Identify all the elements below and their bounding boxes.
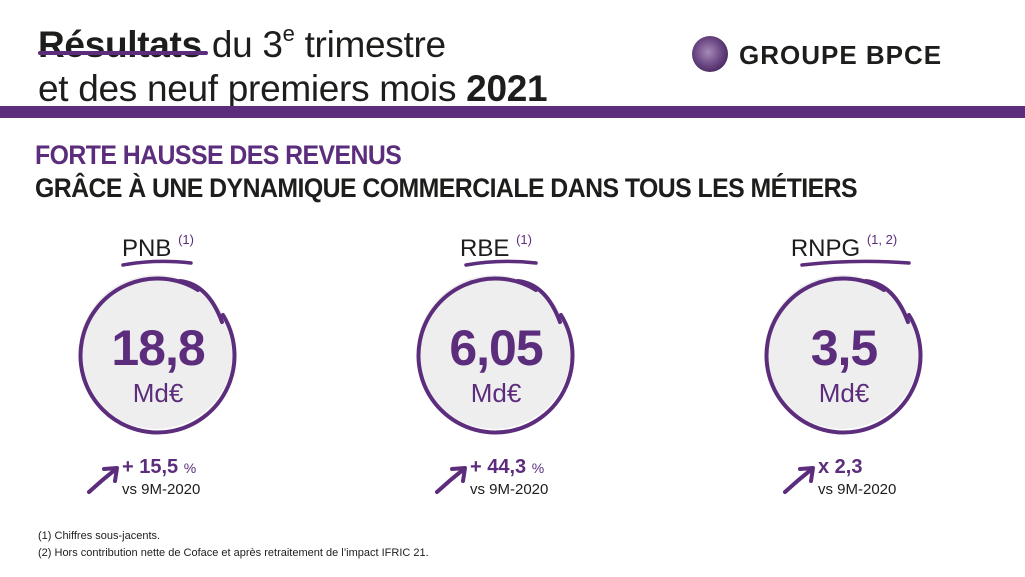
footnote-1: (1) Chiffres sous-jacents. — [38, 530, 161, 542]
growth-arrow-icon — [783, 466, 815, 494]
logo-swirl-icon — [692, 36, 728, 72]
title-line1-end: trimestre — [294, 24, 447, 65]
title-year: 2021 — [466, 68, 548, 109]
kpi-value: 6,05 — [449, 320, 543, 376]
kpi-unit: Md€ — [132, 378, 184, 408]
groupe-bpce-logo: GROUPE BPCE — [692, 36, 992, 76]
header-divider — [0, 106, 1025, 118]
title-line2: et des neuf premiers mois — [38, 68, 467, 109]
title-superscript: e — [282, 21, 295, 46]
kpi-circle-graphic — [764, 259, 923, 435]
kpi-label-text: PNB — [122, 235, 172, 262]
kpi-value: 18,8 — [111, 320, 205, 376]
kpi-comparison: vs 9M-2020 — [122, 481, 201, 498]
growth-arrow-icon — [87, 466, 119, 494]
subtitle-line1: FORTE HAUSSE DES REVENUS — [35, 140, 402, 170]
growth-arrow-icon — [435, 466, 467, 494]
kpi-footnote-ref: (1, 2) — [866, 232, 898, 247]
kpi-label-text: RBE — [460, 235, 510, 262]
kpi-rbe: RBE (1) 6,05 Md€ — [396, 232, 596, 502]
kpi-growth: x 2,3 — [818, 456, 862, 479]
kpi-value: 3,5 — [810, 320, 879, 376]
kpi-growth: + 44,3 % — [470, 456, 544, 479]
title-highlight: Résultats — [38, 24, 202, 65]
kpi-rnpg: RNPG (1, 2) 3,5 Md€ — [744, 232, 944, 502]
kpi-unit: Md€ — [818, 378, 870, 408]
kpi-footnote-ref: (1) — [178, 232, 194, 247]
kpi-label: RBE (1) — [396, 232, 596, 263]
subtitle-line2: GRÂCE À UNE DYNAMIQUE COMMERCIALE DANS T… — [35, 173, 858, 203]
growth-unit: % — [531, 460, 545, 476]
kpi-growth: + 15,5 % — [122, 456, 196, 479]
logo-text: GROUPE BPCE — [739, 40, 943, 70]
kpi-footnote-ref: (1) — [516, 232, 532, 247]
kpi-label: PNB (1) — [58, 232, 258, 263]
kpi-comparison: vs 9M-2020 — [818, 481, 897, 498]
title-line1: du 3 — [201, 24, 283, 65]
growth-value: + 15,5 — [122, 456, 179, 478]
kpi-comparison: vs 9M-2020 — [470, 481, 549, 498]
kpi-pnb: PNB (1) 18,8 Md€ — [58, 232, 258, 502]
growth-value: x 2,3 — [818, 456, 863, 478]
kpi-unit: Md€ — [470, 378, 522, 408]
title-underline — [38, 51, 208, 55]
kpi-label: RNPG (1, 2) — [744, 232, 944, 263]
kpi-label-text: RNPG — [790, 235, 861, 262]
page-title: Résultats du 3e trimestre et des neuf pr… — [38, 12, 548, 111]
growth-unit: % — [183, 460, 197, 476]
kpi-circle-graphic — [78, 259, 237, 435]
kpi-circle-graphic — [416, 259, 575, 435]
growth-value: + 44,3 — [470, 456, 527, 478]
footnote-2: (2) Hors contribution nette de Coface et… — [38, 547, 429, 559]
